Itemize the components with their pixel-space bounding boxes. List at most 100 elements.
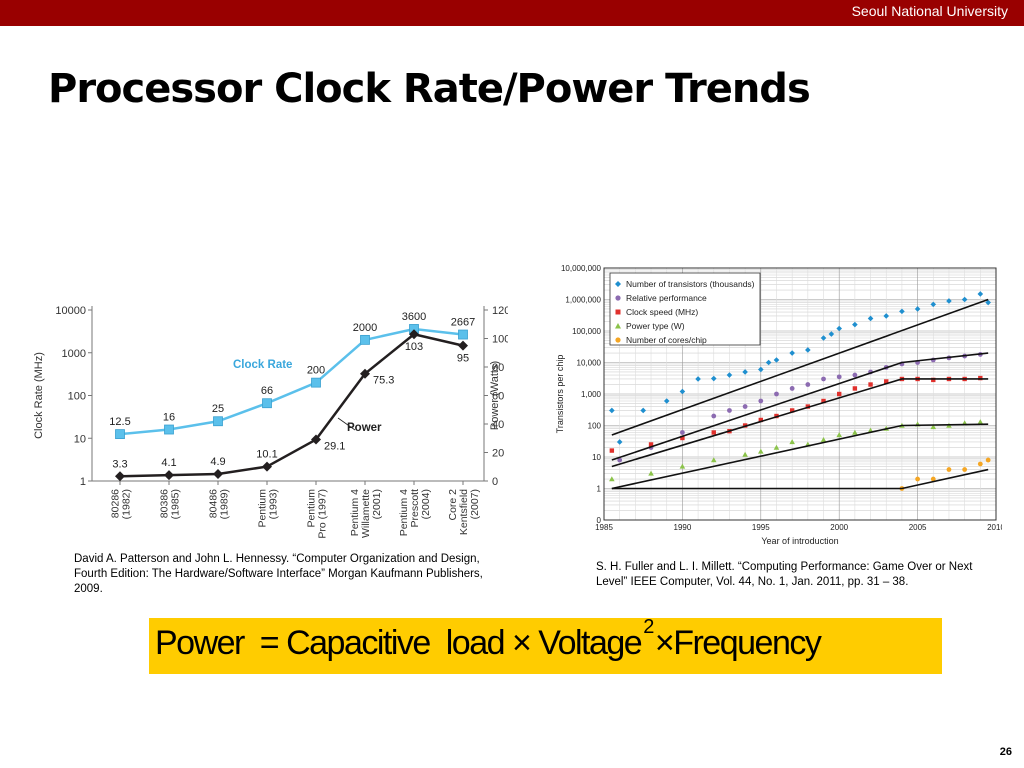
legend-label: Number of transistors (thousands) [626, 279, 755, 289]
x-tick-label: Pentium(1993) [257, 489, 280, 528]
data-point [821, 376, 826, 382]
data-point [758, 398, 764, 404]
y-tick-label: 1000 [62, 348, 86, 360]
clock-rate-point [311, 377, 321, 388]
right-citation: S. H. Fuller and L. I. Millett. “Computi… [596, 561, 973, 588]
power-value-label: 10.1 [256, 449, 277, 461]
university-name: Seoul National University [851, 3, 1008, 19]
data-point [883, 313, 890, 319]
legend-label: Relative performance [626, 293, 707, 303]
data-point [640, 407, 646, 414]
y-tick-label: 1 [80, 476, 86, 488]
x-tick-label: 2005 [909, 523, 927, 532]
data-point [680, 430, 685, 435]
data-point [789, 408, 795, 413]
data-point [789, 439, 795, 445]
y-tick-label: 100 [588, 422, 602, 431]
x-tick-label-line: Pentium 4 [398, 489, 410, 536]
x-tick-label-line: Core 2 [447, 489, 459, 521]
data-point [742, 451, 748, 457]
x-tick-label-line: (2007) [469, 489, 481, 519]
data-point [609, 476, 615, 482]
data-point [836, 374, 842, 380]
power-series-label: Power [347, 422, 382, 434]
legend-marker [615, 281, 621, 287]
data-point [758, 417, 763, 423]
legend-label: Number of cores/chip [626, 335, 707, 345]
data-point [679, 463, 686, 469]
transistor-trend-chart: 0 1 10 100 1,000 10,000 100,000 1,000,000 10,000… [555, 264, 1002, 546]
power-point [360, 368, 370, 379]
y-tick-label: 10000 [55, 305, 86, 317]
trend-line [611, 468, 989, 490]
x-tick-label: Pentium 4Willamette(2001) [349, 489, 383, 538]
data-point [985, 299, 991, 306]
data-point [663, 398, 670, 404]
y-tick-label: 1 [597, 485, 602, 494]
y2-tick-label: 60 [492, 391, 504, 403]
legend-label: Clock speed (MHz) [626, 307, 698, 317]
legend-box [609, 272, 761, 346]
power-formula: Power = Capacitive load × Voltage 2×Frequ… [149, 616, 942, 674]
formula-exponent: 2 [643, 616, 654, 638]
x-tick-label-line: (1982) [121, 489, 133, 519]
x-tick-label: 80486(1989) [208, 489, 231, 520]
data-point [617, 457, 623, 463]
data-point [852, 372, 858, 378]
data-point [946, 467, 952, 472]
data-point [609, 407, 615, 414]
x-tick-label: 1995 [752, 523, 770, 532]
clock-rate-line [119, 327, 464, 436]
trend-line [611, 378, 989, 468]
slide-number: 26 [999, 746, 1012, 758]
x-tick-label: Core 2Kentsfield(2007) [447, 489, 481, 535]
data-point [930, 476, 936, 482]
x-tick-label: 2000 [830, 523, 848, 532]
y-tick-label: 100 [68, 391, 86, 403]
power-point [409, 329, 419, 340]
x-tick-label-line: Pentium [257, 489, 269, 528]
formula-power: Power [155, 624, 245, 662]
x-tick-label: 1985 [595, 523, 613, 532]
y-tick-label: 10 [592, 453, 601, 462]
data-point [930, 301, 937, 308]
y2-tick-label: 40 [492, 419, 504, 431]
data-point [742, 404, 748, 409]
x-tick-label-line: 80386 [159, 489, 171, 518]
formula-times-1: × [511, 624, 532, 662]
data-point [773, 444, 780, 450]
data-point [852, 429, 858, 435]
data-point [837, 391, 842, 397]
data-point [836, 325, 842, 332]
data-point [977, 291, 984, 297]
x-tick-label-line: 80486 [208, 489, 220, 518]
clock-rate-point [262, 398, 272, 409]
formula-equals: = [259, 624, 280, 662]
legend-marker [615, 295, 621, 301]
y2-tick-label: 80 [492, 362, 504, 374]
data-point [648, 442, 654, 447]
power-point [262, 461, 272, 472]
data-point [773, 357, 780, 363]
formula-capacitive-load: Capacitive load [286, 624, 505, 662]
clock-rate-value-label: 2667 [451, 317, 475, 329]
trend-line [611, 352, 989, 461]
y2-tick-label: 20 [492, 448, 504, 460]
data-point [648, 470, 654, 476]
clock-rate-value-label: 200 [307, 365, 325, 377]
data-point [836, 432, 842, 438]
clock-rate-point [164, 424, 174, 435]
clock-power-chart: 1 10 100 1000 10000 0 20 40 60 80 100 120 Clock Rate… [33, 305, 508, 539]
trend-line [611, 298, 989, 436]
x-tick-label-line: Willamette [360, 489, 372, 538]
x-tick-label: 80286(1982) [110, 489, 133, 520]
data-point [774, 391, 779, 397]
data-point [821, 398, 826, 404]
y-tick-label: 10,000 [577, 359, 602, 368]
x-tick-label-line: Pro (1997) [317, 489, 329, 539]
data-point [616, 439, 623, 445]
formula-voltage: Voltage [538, 624, 642, 662]
data-point [852, 321, 858, 328]
power-value-label: 29.1 [324, 441, 345, 453]
data-point [820, 437, 827, 443]
